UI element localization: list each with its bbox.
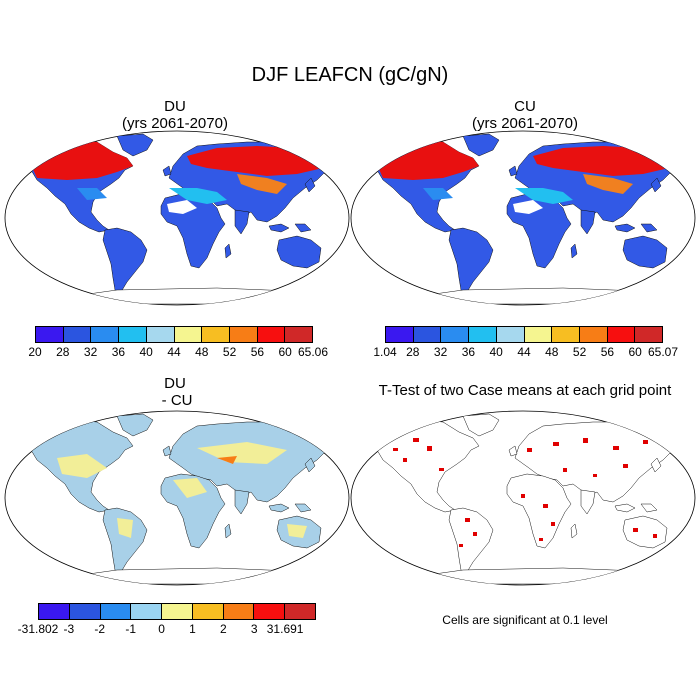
colorbar-du-swatch (174, 327, 203, 342)
colorbar-cu-label: 56 (600, 345, 615, 359)
colorbar-diff-swatch (100, 604, 132, 619)
colorbar-du-swatch (146, 327, 175, 342)
colorbar-du-swatch (91, 327, 120, 342)
colorbar-cu-label: 52 (572, 345, 587, 359)
colorbar-du-label: 36 (111, 345, 126, 359)
colorbar-diff-swatch (254, 604, 286, 619)
ttest-note: Cells are significant at 0.1 level (442, 613, 608, 627)
panel-title-du: DU (yrs 2061-2070) (122, 98, 228, 132)
colorbar-du-label: 60 (278, 345, 292, 359)
colorbar-cu-swatches (385, 326, 663, 343)
colorbar-diff-swatch (192, 604, 224, 619)
colorbar-du-swatches (35, 326, 313, 343)
colorbar-diff-label: 0 (158, 622, 165, 636)
colorbar-cu-swatch (496, 327, 525, 342)
colorbar-du-swatch (229, 327, 258, 342)
colorbar-cu-label: 36 (461, 345, 476, 359)
figure-title: DJF LEAFCN (gC/gN) (251, 64, 449, 86)
colorbar-cu-swatch (469, 327, 497, 342)
colorbar-cu-swatch (579, 327, 608, 342)
colorbar-diff-label: 3 (250, 622, 258, 636)
colorbar-cu-swatch (413, 327, 442, 342)
colorbar-du-label: 32 (83, 345, 98, 359)
colorbar-cu-label: 32 (433, 345, 448, 359)
colorbar-diff: -31.802 -3 -2 -1 0 1 2 3 31.691 (18, 603, 316, 636)
colorbar-diff-swatch (69, 604, 101, 619)
colorbar-du-swatch (63, 327, 92, 342)
colorbar-cu-label: 40 (489, 345, 503, 359)
colorbar-cu: 1.04 28 32 36 40 44 48 52 56 60 65.07 (373, 326, 678, 359)
colorbar-diff-label: -2 (94, 622, 106, 636)
colorbar-diff-label: 31.691 (266, 622, 304, 636)
colorbar-cu-label: 44 (517, 345, 531, 359)
colorbar-du-label: 20 (28, 345, 42, 359)
colorbar-du-label: 56 (250, 345, 265, 359)
colorbar-cu-label: 60 (628, 345, 642, 359)
colorbar-cu-swatch (441, 327, 470, 342)
colorbar-cu-swatch (386, 327, 414, 342)
colorbar-du-label: 48 (195, 345, 209, 359)
colorbar-diff-swatches (38, 603, 316, 620)
colorbar-cu-swatch (552, 327, 580, 342)
colorbar-diff-label: -3 (63, 622, 75, 636)
colorbar-diff-swatch (162, 604, 193, 619)
colorbar-diff-swatch (223, 604, 255, 619)
colorbar-cu-swatch (635, 327, 663, 342)
colorbar-du-label: 52 (222, 345, 237, 359)
map-panel-cu (350, 130, 696, 306)
panel-title-diff: DU - CU (161, 375, 193, 409)
colorbar-du-swatch (36, 327, 64, 342)
colorbar-diff-label: -1 (125, 622, 136, 636)
colorbar-diff-label: 1 (189, 622, 196, 636)
colorbar-cu-label: 48 (545, 345, 559, 359)
colorbar-cu-label: 65.07 (647, 345, 679, 359)
colorbar-du-label: 44 (167, 345, 181, 359)
colorbar-diff-swatch (131, 604, 163, 619)
colorbar-diff-swatch (39, 604, 70, 619)
panel-title-cu: CU (yrs 2061-2070) (472, 98, 578, 132)
colorbar-diff-label: -31.802 (17, 622, 59, 636)
map-panel-du (4, 130, 350, 306)
colorbar-du-swatch (257, 327, 286, 342)
colorbar-du-label: 65.06 (297, 345, 329, 359)
colorbar-du: 20 28 32 36 40 44 48 52 56 60 65.06 (28, 326, 328, 359)
colorbar-cu-label: 28 (406, 345, 420, 359)
panel-title-ttest: T-Test of two Case means at each grid po… (378, 382, 672, 399)
colorbar-du-label: 40 (139, 345, 153, 359)
colorbar-diff-swatch (285, 604, 316, 619)
colorbar-cu-label: 1.04 (373, 345, 397, 359)
colorbar-du-swatch (202, 327, 230, 342)
colorbar-du-swatch (119, 327, 147, 342)
map-panel-ttest (350, 410, 696, 586)
colorbar-cu-swatch (524, 327, 553, 342)
colorbar-cu-swatch (607, 327, 636, 342)
colorbar-diff-label: 2 (219, 622, 227, 636)
map-panel-diff (4, 410, 350, 586)
colorbar-du-swatch (285, 327, 313, 342)
colorbar-du-label: 28 (56, 345, 70, 359)
